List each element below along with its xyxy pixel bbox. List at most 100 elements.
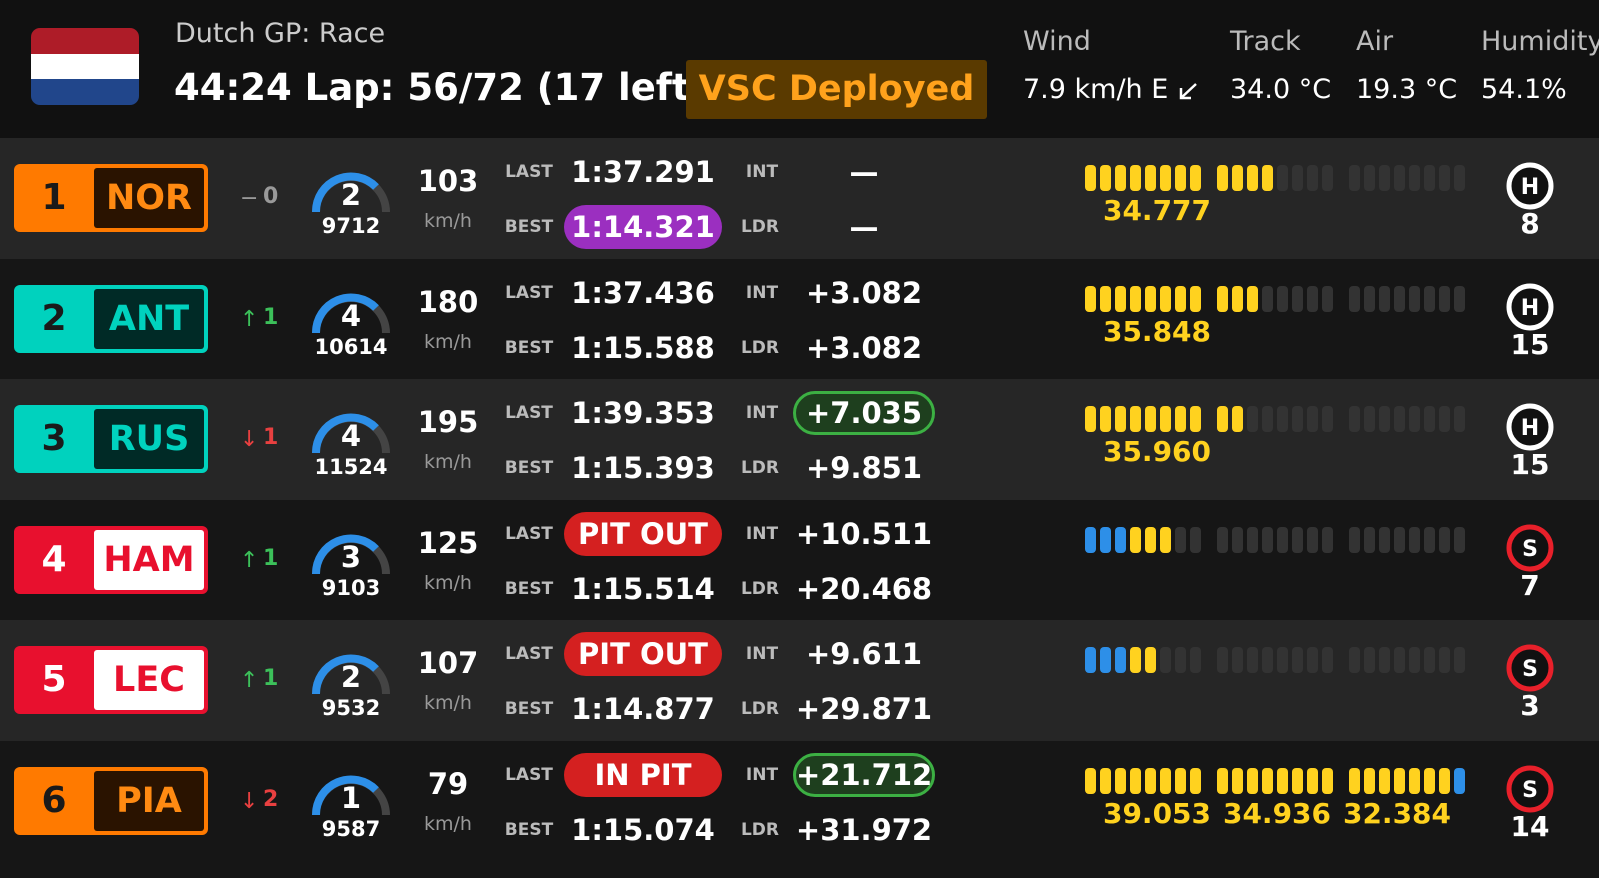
- gear: 2: [340, 660, 362, 694]
- change-arrow: ↓: [240, 788, 259, 814]
- minisector: [1145, 526, 1156, 553]
- speed-unit: km/h: [424, 812, 472, 835]
- position: 3: [41, 418, 67, 459]
- minisector: [1115, 406, 1126, 432]
- position: 6: [41, 779, 67, 821]
- position-change: 1: [263, 304, 279, 330]
- weather-value: 7.9 km/h E: [1023, 74, 1169, 105]
- minisector: [1085, 285, 1096, 312]
- minisector: [1115, 526, 1126, 553]
- weather-value: 34.0 °C: [1230, 74, 1332, 105]
- tyre-ring: [1506, 644, 1554, 692]
- best-label: BEST: [504, 337, 554, 358]
- weather-label: Air: [1356, 26, 1394, 57]
- session-info: 44:24 Lap: 56/72 (17 left): [174, 66, 707, 109]
- rpm: 9712: [321, 214, 381, 238]
- tyre-icon: S: [1506, 765, 1554, 812]
- rpm: 9103: [321, 575, 381, 600]
- last-value: 1:37.436: [571, 275, 715, 310]
- position-change: 2: [263, 786, 279, 812]
- speed-unit: km/h: [424, 571, 472, 594]
- minisector: [1160, 165, 1171, 191]
- ldr-label: LDR: [740, 699, 780, 719]
- minisector: [1130, 165, 1141, 191]
- sector-time: 34.936: [1222, 796, 1332, 830]
- minisector: [1190, 647, 1201, 673]
- minisector: [1232, 767, 1243, 794]
- position-change: 1: [263, 545, 279, 571]
- minisector: [1364, 647, 1375, 673]
- minisector: [1100, 165, 1111, 191]
- position: 4: [41, 538, 67, 580]
- change-arrow: ↑: [240, 547, 259, 573]
- driver-row: 3 RUS ↓ 1 4 11524 195 km/h LAST BEST INT LDR 1:39.35…: [0, 379, 1599, 500]
- minisector: [1130, 647, 1141, 673]
- driver-code: LEC: [94, 650, 204, 710]
- best-value: 1:15.514: [571, 571, 715, 606]
- position-change: 1: [263, 666, 279, 691]
- minisector: [1292, 406, 1303, 432]
- change-arrow: ↓: [240, 427, 259, 452]
- minisector: [1100, 647, 1111, 673]
- speed-unit: km/h: [424, 210, 472, 232]
- int-label: INT: [745, 764, 779, 785]
- ldr-label: LDR: [740, 337, 780, 358]
- minisector: [1379, 526, 1390, 553]
- minisector: [1175, 165, 1186, 191]
- gear-dial: [311, 775, 390, 815]
- minisector: [1379, 647, 1390, 673]
- tyre-age: 15: [1510, 327, 1550, 361]
- driver-row: 6 PIA ↓ 2 1 9587 79 km/h LAST BEST INT LDR IN PIT 1:1…: [0, 740, 1599, 861]
- minisector: [1217, 647, 1228, 673]
- dial-arc: [311, 172, 379, 213]
- tyre-compound: S: [1522, 778, 1538, 803]
- tyre-icon: H: [1506, 283, 1554, 330]
- best-value: 1:15.393: [571, 451, 715, 485]
- driver-code: RUS: [94, 409, 204, 469]
- gear-dial: [311, 654, 390, 695]
- minisector: [1175, 406, 1186, 432]
- minisector: [1247, 526, 1258, 553]
- wind-arrow: [1179, 83, 1197, 100]
- speed: 103: [417, 164, 479, 198]
- minisector: [1454, 647, 1465, 673]
- sector-time: 35.848: [1102, 314, 1212, 348]
- minisector: [1292, 526, 1303, 553]
- gear: 4: [340, 419, 362, 453]
- minisector: [1394, 767, 1405, 794]
- minisector: [1145, 406, 1156, 432]
- flag: [31, 28, 139, 105]
- minisector: [1262, 526, 1273, 553]
- position-box: 6 PIA: [14, 766, 208, 835]
- minisector: [1439, 285, 1450, 312]
- ldr-label: LDR: [740, 217, 780, 237]
- last-label: LAST: [505, 523, 553, 544]
- minisector: [1322, 285, 1333, 312]
- minisector: [1409, 767, 1420, 794]
- minisector: [1379, 285, 1390, 312]
- minisector: [1379, 767, 1390, 794]
- minisector: [1145, 285, 1156, 312]
- minisector: [1277, 165, 1288, 191]
- position-box: 2 ANT: [14, 284, 208, 353]
- last-value: 1:37.291: [571, 155, 715, 189]
- int-value: +10.511: [795, 516, 933, 551]
- speed: 195: [417, 405, 479, 439]
- change-arrow: −: [240, 186, 259, 211]
- gear-dial: [311, 293, 390, 333]
- tyre-compound: S: [1522, 537, 1538, 562]
- minisector: [1130, 285, 1141, 312]
- best-label: BEST: [504, 578, 554, 599]
- minisector: [1277, 647, 1288, 673]
- minisector: [1175, 767, 1186, 794]
- position-box: 5 LEC: [14, 646, 208, 714]
- minisector: [1217, 526, 1228, 553]
- minisector: [1307, 406, 1318, 432]
- int-value: +9.611: [805, 637, 923, 671]
- minisector: [1364, 285, 1375, 312]
- change-arrow: ↑: [240, 668, 259, 693]
- last-label: LAST: [505, 644, 553, 664]
- best-label: BEST: [504, 458, 554, 478]
- tyre-compound: H: [1521, 296, 1539, 321]
